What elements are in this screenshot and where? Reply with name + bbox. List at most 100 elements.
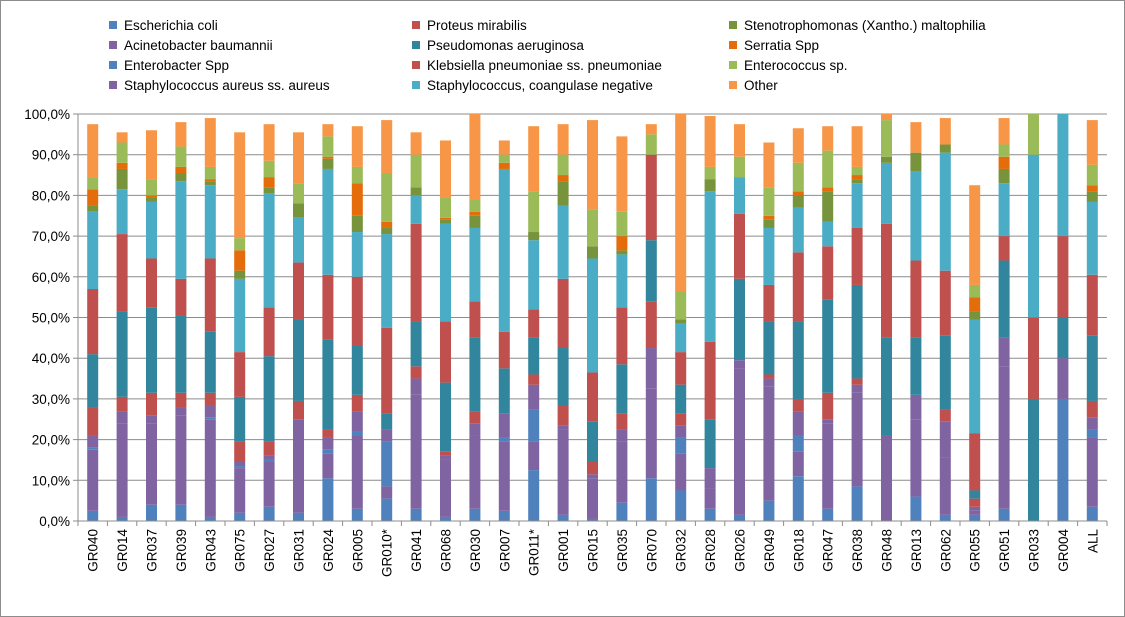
bar-segment [1086, 506, 1098, 521]
bar-segment [498, 140, 510, 155]
bar-segment [763, 378, 775, 387]
bar-segment [969, 506, 981, 511]
bar-segment [351, 411, 363, 432]
bar-segment [87, 435, 99, 448]
bar-segment [440, 516, 451, 521]
bar-segment [87, 177, 99, 190]
x-tick-label: ALL [1085, 529, 1100, 554]
bar-segment [263, 461, 275, 507]
x-tick-label: GR068 [439, 529, 454, 572]
bar-segment [939, 514, 951, 521]
bar-segment [175, 315, 187, 393]
bar-segment [998, 144, 1010, 157]
bar-segment [440, 321, 451, 383]
legend-swatch [729, 21, 737, 29]
bar-segment [322, 437, 334, 450]
bar-segment [822, 187, 834, 192]
x-tick-label: GR001 [556, 529, 571, 572]
bar-segment [1057, 358, 1069, 399]
bar-segment [734, 213, 745, 279]
bar-segment [440, 382, 451, 452]
bar-segment [498, 168, 510, 332]
bar-stack-gr015 [587, 120, 598, 521]
bar-segment [616, 236, 628, 251]
bar-segment [910, 337, 922, 395]
y-tick-label: 30,0% [32, 392, 70, 407]
bar-segment [528, 337, 540, 375]
bar-segment [146, 415, 157, 424]
bar-segment [851, 392, 863, 487]
bar-segment [410, 321, 422, 367]
bar-segment [234, 441, 246, 462]
legend-swatch [729, 61, 737, 69]
bar-segment [851, 284, 863, 379]
y-tick-label: 90,0% [32, 148, 70, 163]
bar-segment [587, 258, 598, 373]
bar-segment [645, 301, 657, 349]
legend-label: Enterobacter Spp [124, 57, 230, 73]
bar-segment [351, 166, 363, 184]
bar-segment [822, 299, 834, 393]
bar-segment [87, 449, 99, 511]
bar-segment [881, 114, 892, 121]
bar-segment [881, 162, 892, 224]
x-tick-label: GR005 [350, 529, 365, 572]
bar-segment [939, 152, 951, 271]
bar-segment [734, 156, 745, 178]
y-axis-ticks: 0,0% 10,0% 20,0% 30,0% 40,0% 50,0% 60,0% 70,0% 8… [24, 107, 78, 529]
legend-label: Escherichia coli [124, 17, 218, 33]
bar-segment [204, 331, 216, 393]
x-tick-label: GR048 [880, 529, 895, 572]
bar-segment [87, 189, 99, 206]
bar-segment [822, 126, 834, 151]
bar-segment [1086, 120, 1098, 165]
x-tick-label: GR014 [115, 529, 130, 572]
y-tick-label: 0,0% [39, 514, 70, 529]
bar-segment [1028, 114, 1039, 155]
bar-segment [704, 116, 716, 167]
bar-segment [381, 234, 393, 328]
bar-stack-gr032 [675, 114, 687, 521]
bar-segment [910, 260, 922, 338]
bar-segment [293, 217, 304, 263]
bar-segment [175, 278, 187, 316]
bar-segment [528, 126, 540, 192]
bar-segment [675, 413, 687, 426]
bar-segment [263, 160, 275, 178]
bar-segment [322, 274, 334, 340]
bar-segment [675, 323, 687, 353]
bar-segment [116, 396, 128, 412]
bar-segment [528, 384, 540, 410]
bar-segment [234, 461, 246, 467]
bar-segment [498, 331, 510, 369]
bar-segment [234, 352, 246, 397]
bar-segment [851, 126, 863, 167]
bar-segment [351, 394, 363, 412]
bar-segment [939, 409, 951, 422]
bar-segment [351, 435, 363, 509]
bar-segment [204, 258, 216, 332]
bar-segment [381, 441, 393, 487]
bar-segment [322, 449, 334, 454]
bar-segment [851, 183, 863, 228]
bar-segment [1057, 398, 1069, 521]
bar-segment [645, 154, 657, 241]
bar-segment [381, 498, 393, 521]
bar-segment [998, 508, 1010, 521]
bar-segment [87, 510, 99, 521]
bar-segment [998, 366, 1010, 509]
legend-swatch [412, 41, 420, 49]
bar-segment [410, 154, 422, 188]
legend-label: Proteus mirabilis [427, 17, 527, 33]
bar-segment [616, 250, 628, 255]
bar-segment [557, 429, 569, 515]
legend-item: Acinetobacter baumannii [109, 35, 273, 55]
bar-segment [234, 278, 246, 353]
bar-segment [87, 205, 99, 212]
bar-segment [410, 378, 422, 395]
bar-segment [645, 134, 657, 155]
x-tick-label: GR032 [674, 529, 689, 572]
bar-segment [293, 183, 304, 204]
